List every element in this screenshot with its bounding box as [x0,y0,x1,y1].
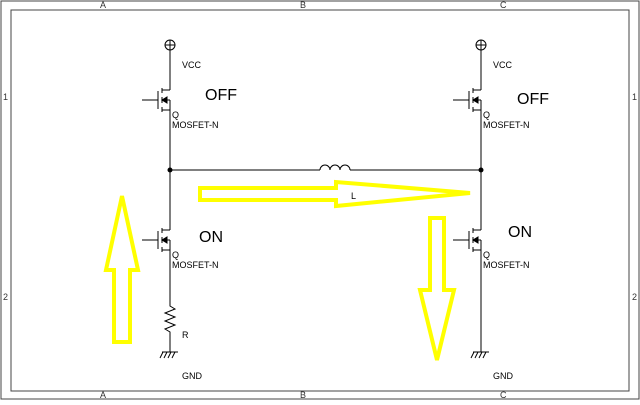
mosfet-bottom-left-ref: Q [172,250,180,260]
state-bottom-left: ON [199,229,223,246]
current-arrow-up [103,195,141,344]
vcc-label-right: VCC [493,60,513,70]
row-label-2-right: 2 [632,292,638,302]
mosfet-top-left-ref: Q [172,110,180,120]
column-label-a-bottom: A [100,390,107,400]
state-bottom-right: ON [508,224,532,241]
column-label-c-bottom: C [500,390,507,400]
inductor-symbol [319,164,351,171]
column-label-b-bottom: B [300,390,307,400]
column-label-c-top: C [500,0,507,10]
resistor-symbol [163,302,177,352]
gnd-symbol-right [470,351,489,359]
gnd-label-left: GND [182,371,202,381]
state-top-left: OFF [205,87,237,104]
state-top-right: OFF [517,91,549,108]
bridge-wire [167,167,484,173]
mosfet-bottom-left-type: MOSFET-N [172,260,219,270]
row-label-1-left: 1 [3,92,9,102]
mosfet-bottom-left [142,170,171,302]
inductor-ref: L [351,191,357,201]
mosfet-top-right-ref: Q [483,110,491,120]
gnd-symbol-left [159,351,178,359]
column-label-a-top: A [100,0,107,10]
vcc-label-left: VCC [182,60,202,70]
mosfet-top-left [142,88,171,170]
mosfet-top-left-type: MOSFET-N [172,120,219,130]
vcc-symbol-left [164,39,176,88]
row-label-2-left: 2 [3,292,9,302]
column-label-b-top: B [300,0,307,10]
drawing-inner-frame [10,9,630,392]
gnd-label-right: GND [493,371,513,381]
current-arrow-right [198,179,471,209]
mosfet-bottom-right [453,170,482,352]
vcc-symbol-right [475,39,487,88]
current-arrow-down [417,216,457,361]
row-label-1-right: 1 [632,92,638,102]
mosfet-top-right-type: MOSFET-N [483,120,530,130]
mosfet-bottom-right-type: MOSFET-N [483,260,530,270]
resistor-ref: R [182,330,189,340]
mosfet-bottom-right-ref: Q [483,250,491,260]
mosfet-top-right [453,88,482,170]
